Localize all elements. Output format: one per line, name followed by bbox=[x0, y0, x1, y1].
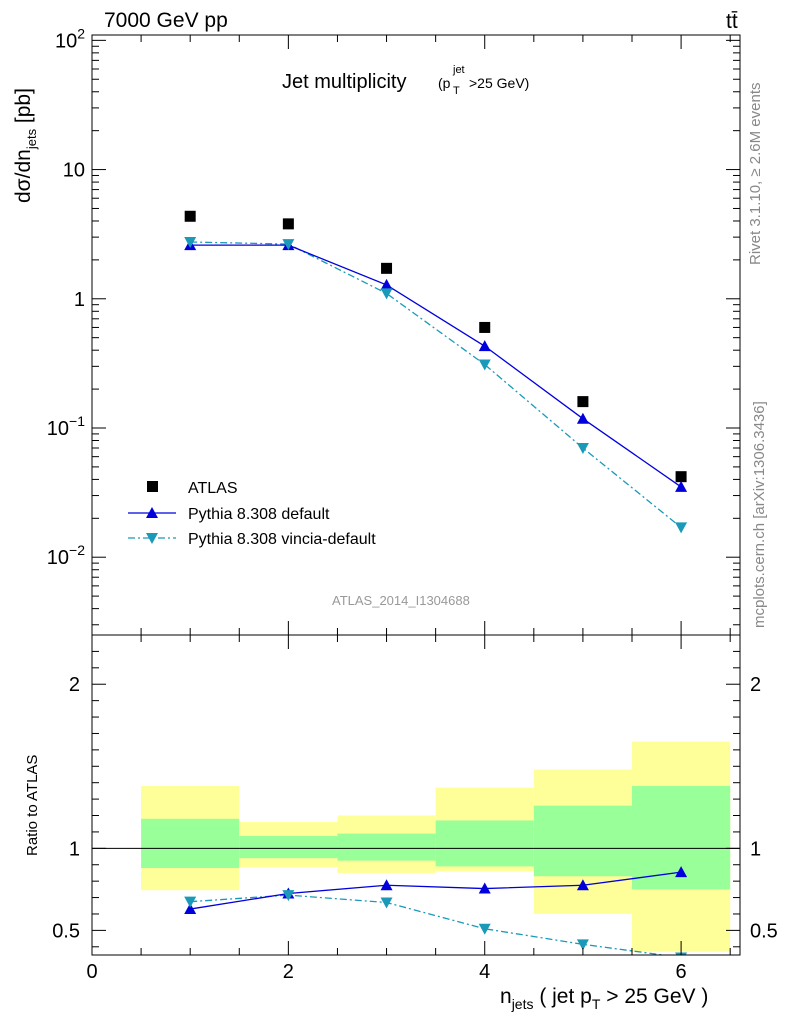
legend-marker-vincia bbox=[146, 533, 158, 544]
default-data-point bbox=[576, 412, 589, 424]
ratio-panel: 0.5 0.5 1 1 2 2 0 2 4 6 Ratio to ATLAS njets ( j… bbox=[24, 634, 778, 1012]
main-axis-ticks bbox=[91, 35, 740, 635]
main-y-label-sub: jets bbox=[24, 128, 39, 150]
ratio-band-stat bbox=[435, 820, 534, 867]
tick-base: 10 bbox=[47, 418, 69, 440]
vincia-data-point bbox=[380, 288, 393, 300]
header-energy-label: 7000 GeV pp bbox=[104, 9, 228, 32]
vincia-line bbox=[190, 241, 682, 528]
legend-marker-default bbox=[146, 507, 158, 518]
x-label-sub-T: T bbox=[592, 996, 601, 1012]
x-axis-label: njets ( jet pT > 25 GeV ) bbox=[500, 985, 708, 1012]
default-data-point bbox=[380, 278, 393, 290]
ratio-y-tick-label: 2 bbox=[69, 674, 80, 696]
default-line bbox=[190, 244, 682, 488]
main-y-label-unit: [pb] bbox=[12, 88, 35, 129]
ratio-vincia-point bbox=[184, 896, 197, 908]
x-tick-labels: 0 2 4 6 bbox=[86, 961, 686, 983]
ratio-default-point bbox=[184, 903, 197, 915]
default-data-point bbox=[675, 480, 688, 492]
ratio-axis-ticks bbox=[91, 634, 740, 955]
ratio-band-stat bbox=[337, 833, 436, 861]
main-y-tick-label: 1 bbox=[74, 289, 85, 311]
ratio-y-tick-label-right: 0.5 bbox=[750, 920, 778, 942]
ratio-frame bbox=[91, 634, 741, 956]
atlas-data-point bbox=[184, 210, 196, 222]
atlas-data-point bbox=[577, 396, 589, 408]
ratio-y-tick-labels: 0.5 0.5 1 1 2 2 bbox=[52, 674, 778, 942]
tick-base: 10 bbox=[55, 30, 77, 52]
vincia-data-point bbox=[675, 522, 688, 534]
main-y-tick-label: 10−2 bbox=[47, 542, 85, 569]
vincia-data-point bbox=[478, 359, 491, 371]
tick-exponent: 2 bbox=[77, 25, 85, 41]
tick-exponent: −1 bbox=[69, 413, 85, 429]
ratio-band-stat bbox=[239, 836, 338, 859]
ratio-default-point bbox=[380, 879, 393, 891]
atlas-data-point bbox=[381, 262, 393, 274]
x-tick-label: 0 bbox=[86, 961, 97, 983]
legend-marker-atlas bbox=[147, 481, 158, 492]
ratio-default-point bbox=[576, 879, 589, 891]
default-data-point bbox=[478, 340, 491, 352]
tick-exponent: −2 bbox=[69, 542, 85, 558]
analysis-watermark: ATLAS_2014_I1304688 bbox=[332, 593, 470, 608]
ratio-default-point bbox=[675, 866, 688, 878]
legend: ATLAS Pythia 8.308 default Pythia 8.308 … bbox=[128, 480, 376, 548]
chart-title-cut-open: (p bbox=[438, 75, 451, 91]
x-label-sub-jets: jets bbox=[511, 996, 534, 1012]
ratio-vincia-point bbox=[478, 923, 491, 935]
main-y-axis-label: dσ/dnjets [pb] bbox=[12, 88, 39, 203]
main-y-tick-label: 10 bbox=[63, 160, 85, 182]
x-label-mid: ( jet p bbox=[533, 985, 591, 1008]
ratio-default-point bbox=[478, 882, 491, 894]
vincia-data-point bbox=[576, 443, 589, 455]
mcplots-reference-label: mcplots.cern.ch [arXiv:1306.3436] bbox=[751, 401, 768, 628]
tick-base: 10 bbox=[47, 547, 69, 569]
x-tick-label: 6 bbox=[676, 961, 687, 983]
x-label-n: n bbox=[500, 985, 512, 1008]
main-y-tick-label: 10−1 bbox=[47, 413, 85, 440]
x-tick-label: 2 bbox=[283, 961, 294, 983]
ratio-vincia-point bbox=[380, 897, 393, 909]
header-process-label: tt̄ bbox=[726, 10, 738, 33]
ratio-vincia-point bbox=[282, 890, 295, 902]
main-y-label-text: dσ/dn bbox=[12, 149, 35, 203]
legend-label-default: Pythia 8.308 default bbox=[188, 506, 330, 523]
ratio-default-line bbox=[190, 871, 682, 910]
ratio-vincia-point bbox=[576, 939, 589, 951]
x-tick-label: 4 bbox=[479, 961, 490, 983]
svg-text:dσ/dnjets [pb]: dσ/dnjets [pb] bbox=[12, 88, 39, 203]
vincia-data-point bbox=[184, 237, 197, 249]
main-y-tick-label: 102 bbox=[55, 25, 85, 52]
ratio-y-tick-label-right: 1 bbox=[750, 838, 761, 860]
legend-label-atlas: ATLAS bbox=[188, 480, 238, 497]
ratio-band-stat bbox=[141, 818, 240, 869]
rivet-version-label: Rivet 3.1.10, ≥ 2.6M events bbox=[747, 83, 764, 266]
ratio-uncertainty-bands bbox=[141, 741, 731, 952]
chart-title-cut: (p bbox=[438, 75, 451, 91]
atlas-data-point bbox=[675, 471, 687, 483]
ratio-y-tick-label-right: 2 bbox=[750, 674, 761, 696]
ratio-y-tick-label: 0.5 bbox=[52, 920, 80, 942]
ratio-y-tick-label: 1 bbox=[69, 838, 80, 860]
x-label-tail: > 25 GeV ) bbox=[600, 985, 708, 1008]
legend-label-vincia: Pythia 8.308 vincia-default bbox=[188, 531, 376, 548]
chart-title-main: Jet multiplicity bbox=[282, 71, 406, 93]
atlas-data-point bbox=[282, 218, 294, 230]
ratio-y-axis-label: Ratio to ATLAS bbox=[24, 755, 41, 856]
vincia-data-point bbox=[282, 239, 295, 251]
chart-title: Jet multiplicity bbox=[282, 71, 406, 93]
ratio-series-group bbox=[184, 866, 688, 955]
chart-title-cut-jet: jet bbox=[452, 64, 465, 76]
atlas-data-point bbox=[479, 321, 491, 333]
chart-title-cut-T: T bbox=[453, 85, 460, 97]
ratio-band-stat bbox=[533, 805, 632, 877]
chart-title-cut-tail: >25 GeV) bbox=[469, 75, 529, 91]
